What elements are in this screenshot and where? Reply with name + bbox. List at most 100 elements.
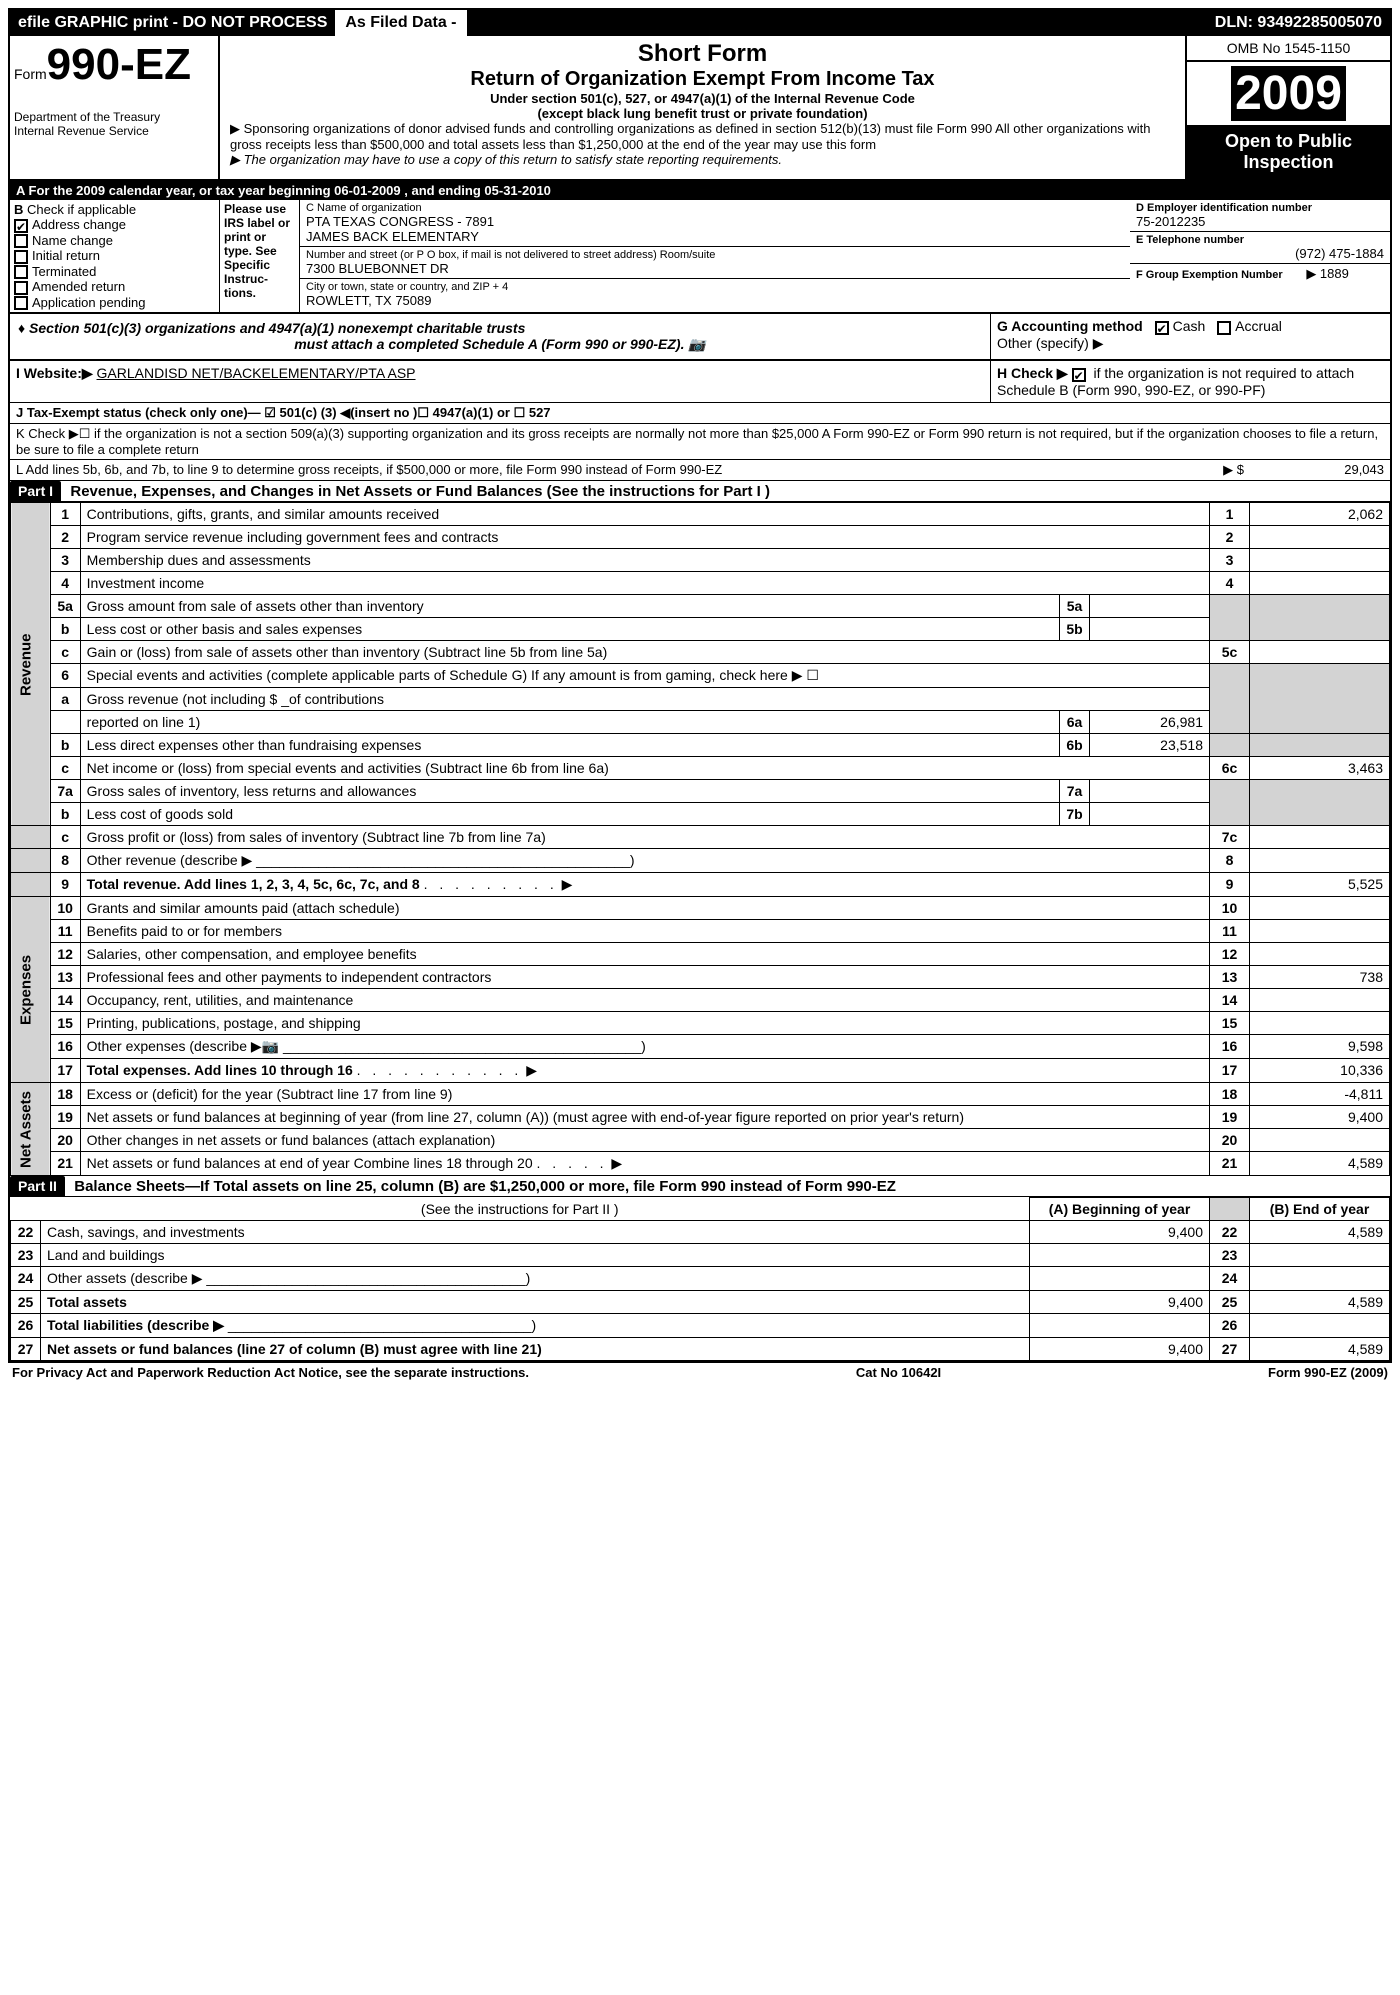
website: GARLANDISD NET/BACKELEMENTARY/PTA ASP [97, 365, 416, 381]
b-hdr2: Check if applicable [27, 202, 136, 217]
row-i-h: I Website:▶ GARLANDISD NET/BACKELEMENTAR… [10, 361, 1390, 403]
j-text: J Tax-Exempt status (check only one)— ☑ … [16, 405, 551, 420]
omb-no: OMB No 1545-1150 [1187, 36, 1390, 62]
b-hdr: B [14, 202, 23, 217]
tel-lbl: E Telephone number [1136, 234, 1384, 246]
line7b-val [1090, 803, 1210, 826]
part1-table: Revenue 1Contributions, gifts, grants, a… [10, 502, 1390, 1176]
line5b-text: Less cost or other basis and sales expen… [80, 618, 1059, 641]
l-sym: ▶ $ [1223, 462, 1244, 478]
p2-26-text: Total liabilities (describe ▶ [47, 1317, 224, 1333]
box-g: G Accounting method Cash Accrual Other (… [990, 314, 1390, 359]
chk-h[interactable] [1072, 368, 1086, 382]
g-cash: Cash [1173, 318, 1206, 334]
sub1: Under section 501(c), 527, or 4947(a)(1)… [230, 91, 1175, 106]
footer-right: Form 990-EZ (2009) [1268, 1365, 1388, 1380]
p2-24-text: Other assets (describe ▶ [47, 1270, 203, 1286]
org-name2: JAMES BACK ELEMENTARY [306, 229, 1124, 244]
open2: Inspection [1193, 152, 1384, 173]
line20-val [1250, 1129, 1390, 1152]
p2-25-a: 9,400 [1030, 1291, 1210, 1314]
chk-address-change[interactable] [14, 219, 28, 233]
line8-val [1250, 849, 1390, 873]
c-name-lbl: C Name of organization [306, 202, 1124, 214]
line6-text: Special events and activities (complete … [80, 664, 1209, 688]
line5a-val [1090, 595, 1210, 618]
chk-cash[interactable] [1155, 321, 1169, 335]
line16-val: 9,598 [1250, 1035, 1390, 1059]
p2-23-a [1030, 1244, 1210, 1267]
p2-27-b: 4,589 [1250, 1338, 1390, 1361]
line15-val [1250, 1012, 1390, 1035]
line5a-text: Gross amount from sale of assets other t… [80, 595, 1059, 618]
p2-24-b [1250, 1267, 1390, 1291]
line7a-val [1090, 780, 1210, 803]
line4-text: Investment income [80, 572, 1209, 595]
line6a-pre: Gross revenue (not including $ _of contr… [80, 688, 1209, 711]
line16-text: Other expenses (describe ▶ [87, 1038, 262, 1054]
col-d: D Employer identification number 75-2012… [1130, 200, 1390, 312]
info-grid: B Check if applicable Address change Nam… [10, 200, 1390, 314]
line18-val: -4,811 [1250, 1083, 1390, 1106]
as-filed: As Filed Data - [335, 10, 466, 36]
chk-initial[interactable] [14, 250, 28, 264]
ein-val: 75-2012235 [1136, 214, 1384, 229]
line15-text: Printing, publications, postage, and shi… [80, 1012, 1209, 1035]
org-addr: 7300 BLUEBONNET DR [306, 261, 1124, 276]
lbl-initial: Initial return [32, 248, 100, 263]
line14-text: Occupancy, rent, utilities, and maintena… [80, 989, 1209, 1012]
sec501-text: ♦ Section 501(c)(3) organizations and 49… [10, 314, 990, 359]
line17-text: Total expenses. Add lines 10 through 16 [87, 1062, 353, 1078]
line18-text: Excess or (deficit) for the year (Subtra… [80, 1083, 1209, 1106]
lbl-pending: Application pending [32, 295, 145, 310]
chk-name-change[interactable] [14, 234, 28, 248]
note2: ▶ The organization may have to use a cop… [230, 152, 1175, 168]
g-lbl: G Accounting method [997, 318, 1143, 334]
line7a-text: Gross sales of inventory, less returns a… [80, 780, 1059, 803]
footer-mid: Cat No 10642I [856, 1365, 941, 1380]
p2-23-b [1250, 1244, 1390, 1267]
p2-26-a [1030, 1314, 1210, 1338]
line6a-val: 26,981 [1090, 711, 1210, 734]
chk-terminated[interactable] [14, 265, 28, 279]
chk-pending[interactable] [14, 296, 28, 310]
sec-501-row: ♦ Section 501(c)(3) organizations and 49… [10, 314, 1390, 361]
part2-colB: (B) End of year [1250, 1198, 1390, 1221]
org-name1: PTA TEXAS CONGRESS - 7891 [306, 214, 1124, 229]
p2-27-a: 9,400 [1030, 1338, 1210, 1361]
line5c-text: Gain or (loss) from sale of assets other… [80, 641, 1209, 664]
line20-text: Other changes in net assets or fund bala… [80, 1129, 1209, 1152]
line4-val [1250, 572, 1390, 595]
line7c-text: Gross profit or (loss) from sales of inv… [80, 826, 1209, 849]
line10-text: Grants and similar amounts paid (attach … [80, 897, 1209, 920]
line14-val [1250, 989, 1390, 1012]
lbl-amended: Amended return [32, 279, 125, 294]
p2-22-text: Cash, savings, and investments [41, 1221, 1030, 1244]
chk-amended[interactable] [14, 281, 28, 295]
part1-hdr: Part I [10, 481, 61, 501]
chk-accrual[interactable] [1217, 321, 1231, 335]
part2-hdr: Part II [10, 1176, 65, 1196]
line9-val: 5,525 [1250, 873, 1390, 897]
open1: Open to Public [1193, 131, 1384, 152]
part2-title: Balance Sheets—If Total assets on line 2… [68, 1176, 902, 1197]
p2-26-b [1250, 1314, 1390, 1338]
page-footer: For Privacy Act and Paperwork Reduction … [8, 1363, 1392, 1382]
line17-val: 10,336 [1250, 1059, 1390, 1083]
p2-23-text: Land and buildings [41, 1244, 1030, 1267]
line5b-val [1090, 618, 1210, 641]
line10-val [1250, 897, 1390, 920]
line6b-text: Less direct expenses other than fundrais… [80, 734, 1059, 757]
c-addr-lbl: Number and street (or P O box, if mail i… [306, 249, 1124, 261]
line6c-val: 3,463 [1250, 757, 1390, 780]
line6c-text: Net income or (loss) from special events… [80, 757, 1209, 780]
p2-22-a: 9,400 [1030, 1221, 1210, 1244]
line9-text: Total revenue. Add lines 1, 2, 3, 4, 5c,… [87, 876, 420, 892]
part2-colA: (A) Beginning of year [1030, 1198, 1210, 1221]
row-l: L Add lines 5b, 6b, and 7b, to line 9 to… [10, 460, 1390, 481]
section-netassets: Net Assets [11, 1083, 51, 1176]
h-text: H Check ▶ [997, 365, 1068, 381]
box-h: H Check ▶ if the organization is not req… [990, 361, 1390, 402]
org-city: ROWLETT, TX 75089 [306, 293, 1124, 308]
line3-text: Membership dues and assessments [80, 549, 1209, 572]
